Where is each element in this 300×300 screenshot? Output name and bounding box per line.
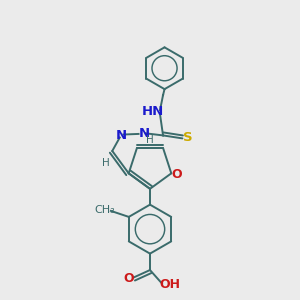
- Text: H: H: [102, 158, 110, 168]
- Text: H: H: [146, 135, 154, 145]
- Text: S: S: [183, 131, 193, 144]
- Text: O: O: [171, 168, 182, 181]
- Text: N: N: [116, 129, 127, 142]
- Text: HN: HN: [142, 105, 164, 118]
- Text: CH₃: CH₃: [94, 205, 115, 215]
- Text: N: N: [138, 127, 149, 140]
- Text: O: O: [124, 272, 134, 285]
- Text: OH: OH: [160, 278, 181, 292]
